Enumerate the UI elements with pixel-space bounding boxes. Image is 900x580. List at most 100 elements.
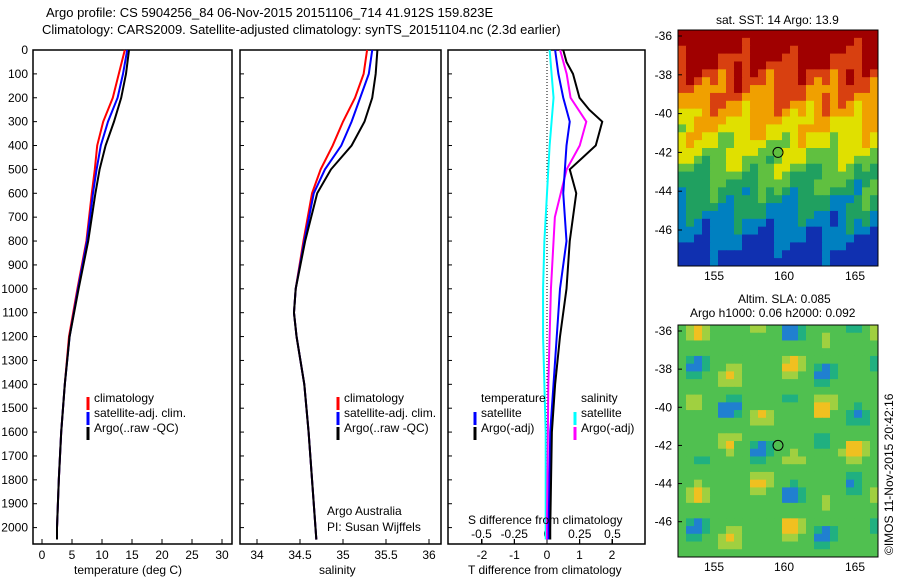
map-cell — [694, 148, 703, 157]
map-cell — [854, 386, 863, 396]
map-cell — [686, 242, 695, 251]
map-cell — [798, 433, 807, 442]
map-cell — [830, 417, 839, 427]
map-cell — [734, 116, 743, 125]
map-cell — [862, 218, 871, 228]
map-cell — [870, 218, 879, 228]
map-cell — [830, 425, 839, 434]
map-cell — [806, 433, 815, 442]
map-cell — [686, 425, 695, 434]
map-cell — [854, 258, 863, 267]
map-cell — [726, 394, 735, 403]
map-cell — [702, 187, 711, 196]
map-cell — [686, 234, 695, 243]
map-cell — [694, 386, 703, 396]
map-cell — [814, 371, 823, 380]
map-cell — [846, 541, 855, 550]
map-cell — [870, 92, 879, 102]
map-cell — [822, 363, 831, 372]
map-cell — [742, 226, 751, 236]
map-cell — [838, 155, 847, 165]
map-cell — [854, 441, 863, 450]
map-cell — [758, 100, 767, 110]
map-cell — [838, 386, 847, 396]
map-cell — [790, 100, 799, 110]
map-cell — [782, 179, 791, 188]
map-cell — [694, 471, 703, 481]
map-cell — [830, 45, 839, 55]
map-cell — [814, 425, 823, 434]
map-cell — [870, 140, 879, 149]
map-cell — [750, 85, 759, 94]
map-cell — [678, 226, 687, 236]
map-cell — [750, 30, 759, 39]
map-cell — [766, 132, 775, 141]
map-cell — [694, 464, 703, 473]
map-cell — [790, 479, 799, 488]
map-cell — [710, 394, 719, 403]
map-cell — [710, 510, 719, 519]
map-cell — [678, 242, 687, 251]
map-cell — [806, 148, 815, 157]
map-cell — [806, 61, 815, 70]
map-cell — [678, 325, 687, 334]
map-cell — [726, 132, 735, 141]
map-cell — [846, 355, 855, 365]
map-cell — [758, 549, 767, 558]
map-cell — [854, 218, 863, 228]
map-cell — [814, 464, 823, 473]
map-cell — [678, 258, 687, 267]
map-cell — [830, 108, 839, 118]
map-cell — [758, 210, 767, 220]
map-cell — [846, 108, 855, 118]
map-cell — [782, 226, 791, 236]
map-cell — [742, 479, 751, 488]
map-cell — [734, 541, 743, 550]
map-cell — [686, 163, 695, 173]
map-cell — [838, 250, 847, 259]
map-cell — [838, 417, 847, 427]
map-cell — [766, 456, 775, 465]
map-cell — [726, 332, 735, 341]
map-cell — [782, 325, 791, 334]
map-cell — [822, 448, 831, 457]
map-cell — [678, 340, 687, 349]
map-lat-label: -42 — [655, 145, 673, 159]
map-cell — [694, 163, 703, 173]
map-cell — [782, 425, 791, 434]
map-cell — [870, 479, 879, 488]
map-cell — [790, 526, 799, 535]
map-cell — [822, 541, 831, 550]
map-cell — [806, 363, 815, 372]
map-cell — [718, 425, 727, 434]
map-cell — [870, 402, 879, 411]
map-cell — [838, 69, 847, 78]
map-cell — [750, 533, 759, 543]
map-cell — [790, 171, 799, 180]
annotation-2: PI: Susan Wijffels — [327, 520, 421, 534]
map-cell — [750, 148, 759, 157]
map-cell — [710, 526, 719, 535]
map-cell — [758, 464, 767, 473]
map-cell — [750, 526, 759, 535]
map-cell — [798, 417, 807, 427]
map-cell — [862, 526, 871, 535]
map-cell — [854, 495, 863, 504]
map-cell — [718, 148, 727, 157]
map-cell — [742, 541, 751, 550]
map-cell — [742, 148, 751, 157]
map-cell — [726, 549, 735, 558]
map-cell — [678, 410, 687, 419]
map-cell — [766, 402, 775, 411]
map-cell — [774, 187, 783, 196]
map-cell — [726, 195, 735, 204]
map-cell — [862, 518, 871, 527]
map-cell — [822, 30, 831, 39]
map-cell — [702, 250, 711, 259]
map-cell — [774, 30, 783, 39]
map-cell — [758, 108, 767, 118]
map-cell — [830, 348, 839, 357]
map-cell — [862, 61, 871, 70]
map-cell — [822, 195, 831, 204]
